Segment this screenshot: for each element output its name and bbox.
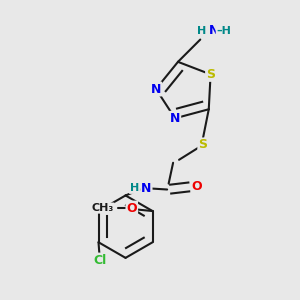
Text: N: N [141, 182, 152, 194]
Text: N: N [208, 24, 219, 37]
Text: H: H [197, 26, 206, 36]
Text: Cl: Cl [93, 254, 106, 267]
Text: S: S [206, 68, 215, 81]
Text: N: N [151, 82, 161, 95]
Text: CH₃: CH₃ [92, 203, 114, 213]
Text: –H: –H [217, 26, 232, 36]
Text: O: O [127, 202, 137, 214]
Text: O: O [192, 180, 202, 193]
Text: S: S [198, 138, 207, 152]
Text: H: H [130, 183, 139, 193]
Text: N: N [170, 112, 180, 125]
